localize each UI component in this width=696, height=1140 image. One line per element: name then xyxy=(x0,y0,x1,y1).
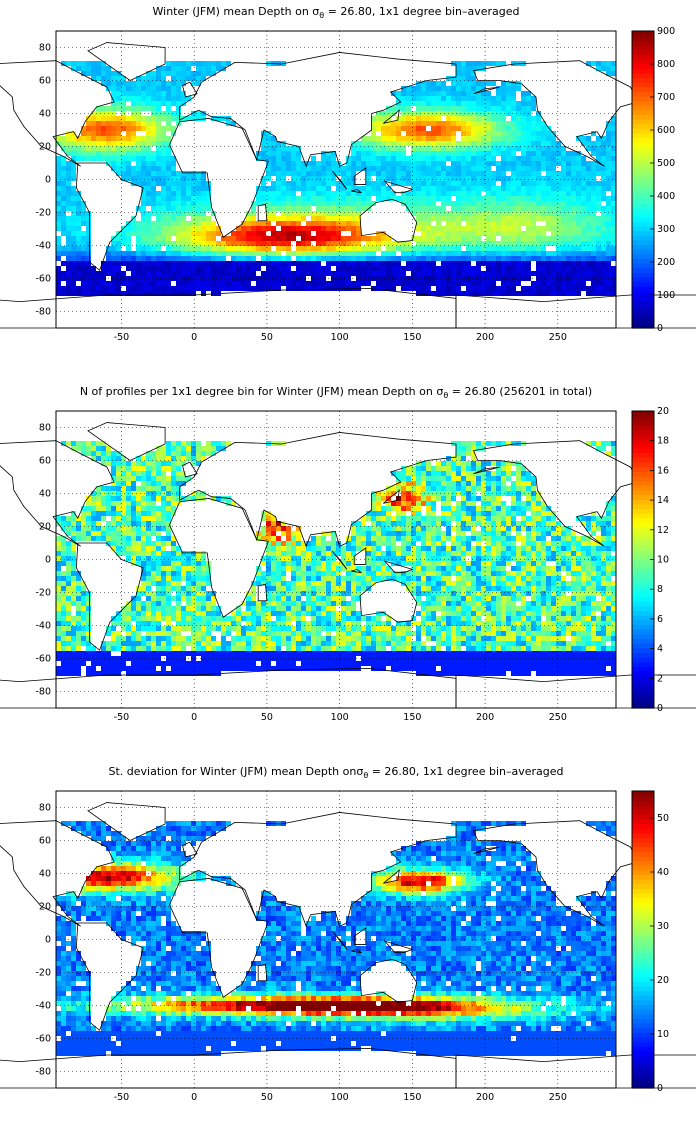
colorbar-tick-label: 20 xyxy=(657,975,669,986)
y-tick-label: 40 xyxy=(39,489,51,500)
colorbar-tick-label: 0 xyxy=(657,1083,663,1094)
colorbar-tick-label: 700 xyxy=(657,92,675,103)
x-tick-label: 0 xyxy=(191,712,197,723)
x-tick-label: 250 xyxy=(549,712,567,723)
y-tick-label: 0 xyxy=(45,555,51,566)
colorbar-tick-label: 0 xyxy=(657,323,663,334)
mean-depth-panel: Winter (JFM) mean Depth on σθ = 26.80, 1… xyxy=(0,0,696,380)
y-tick-label: 60 xyxy=(39,836,51,847)
y-tick-label: -40 xyxy=(35,1001,51,1012)
colorbar-tick-label: 100 xyxy=(657,290,675,301)
colorbar: 0 10 20 30 40 50 xyxy=(631,790,669,1094)
colorbar-tick-label: 8 xyxy=(657,584,663,595)
profile-count-panel: N of profiles per 1x1 degree bin for Win… xyxy=(0,380,696,760)
x-tick-label: 150 xyxy=(403,332,421,343)
colorbar-tick-label: 40 xyxy=(657,867,669,878)
y-tick-label: -40 xyxy=(35,241,51,252)
y-tick-label: 0 xyxy=(45,935,51,946)
colorbar-tick-label: 10 xyxy=(657,555,669,566)
plot-frame xyxy=(55,30,617,329)
x-tick-label: 0 xyxy=(191,332,197,343)
colorbar-tick-label: 16 xyxy=(657,465,669,476)
heatmap-cells xyxy=(56,441,616,676)
x-tick-label: 50 xyxy=(261,712,273,723)
x-tick-label: 100 xyxy=(331,712,349,723)
y-tick-label: 60 xyxy=(39,76,51,87)
y-tick-label: -20 xyxy=(35,208,51,219)
x-tick-label: 250 xyxy=(549,1092,567,1103)
profile-count-map: -50 0 50 100 150 200 250806040200-20-40-60-800… xyxy=(0,406,696,723)
colorbar-tick-label: 200 xyxy=(657,257,675,268)
y-tick-label: 40 xyxy=(39,109,51,120)
x-tick-label: -50 xyxy=(114,712,130,723)
y-tick-label: -80 xyxy=(35,687,51,698)
x-tick-label: -50 xyxy=(114,332,130,343)
y-tick-label: 60 xyxy=(39,456,51,467)
colorbar-tick-label: 50 xyxy=(657,813,669,824)
y-tick-label: 20 xyxy=(39,142,51,153)
y-tick-label: 20 xyxy=(39,522,51,533)
y-tick-label: -80 xyxy=(35,307,51,318)
x-tick-label: 100 xyxy=(331,332,349,343)
colorbar-tick-label: 900 xyxy=(657,26,675,37)
colorbar: 0 100 200 300 400 500 600 700 800 900 xyxy=(631,26,675,334)
y-tick-label: -60 xyxy=(35,274,51,285)
y-tick-label: -20 xyxy=(35,588,51,599)
colorbar-tick-label: 2 xyxy=(657,673,663,684)
mean-depth-map: -50 0 50 100 150 200 250806040200-20-40-60-800… xyxy=(0,26,696,343)
y-tick-label: 20 xyxy=(39,902,51,913)
y-tick-label: 80 xyxy=(39,803,51,814)
heatmap-cells xyxy=(56,61,616,296)
plot-frame xyxy=(55,410,617,709)
mean-depth-title: Winter (JFM) mean Depth on σθ = 26.80, 1… xyxy=(152,5,520,21)
std-dev-map: -50 0 50 100 150 200 250806040200-20-40-60-800… xyxy=(0,790,696,1103)
plot-frame xyxy=(55,790,617,1089)
colorbar-tick-label: 500 xyxy=(657,158,675,169)
colorbar-tick-label: 4 xyxy=(657,644,663,655)
colorbar-tick-label: 30 xyxy=(657,921,669,932)
y-tick-label: -60 xyxy=(35,654,51,665)
y-tick-label: 40 xyxy=(39,869,51,880)
colorbar: 0 2 4 6 8 10 12 14 16 18 20 xyxy=(631,406,669,714)
y-tick-label: -80 xyxy=(35,1067,51,1078)
colorbar-tick-label: 800 xyxy=(657,59,675,70)
y-tick-label: 80 xyxy=(39,43,51,54)
x-tick-label: 150 xyxy=(403,712,421,723)
x-tick-label: 50 xyxy=(261,1092,273,1103)
x-tick-label: 100 xyxy=(331,1092,349,1103)
std-dev-panel: St. deviation for Winter (JFM) mean Dept… xyxy=(0,760,696,1140)
y-tick-label: 0 xyxy=(45,175,51,186)
x-tick-label: 250 xyxy=(549,332,567,343)
colorbar-tick-label: 14 xyxy=(657,495,669,506)
x-tick-label: 150 xyxy=(403,1092,421,1103)
colorbar-tick-label: 18 xyxy=(657,436,669,447)
std-dev-title: St. deviation for Winter (JFM) mean Dept… xyxy=(108,765,564,781)
heatmap-cells xyxy=(56,821,616,1056)
coastlines xyxy=(0,802,696,1089)
profile-count-title: N of profiles per 1x1 degree bin for Win… xyxy=(79,385,593,401)
x-tick-label: 50 xyxy=(261,332,273,343)
colorbar-tick-label: 6 xyxy=(657,614,663,625)
colorbar-tick-label: 400 xyxy=(657,191,675,202)
x-tick-label: 200 xyxy=(476,712,494,723)
x-tick-label: -50 xyxy=(114,1092,130,1103)
colorbar-tick-label: 20 xyxy=(657,406,669,417)
y-tick-label: 80 xyxy=(39,423,51,434)
x-tick-label: 0 xyxy=(191,1092,197,1103)
x-tick-label: 200 xyxy=(476,1092,494,1103)
colorbar-tick-label: 0 xyxy=(657,703,663,714)
colorbar-tick-label: 12 xyxy=(657,525,669,536)
y-tick-label: -20 xyxy=(35,968,51,979)
colorbar-tick-label: 300 xyxy=(657,224,675,235)
colorbar-tick-label: 600 xyxy=(657,125,675,136)
y-tick-label: -60 xyxy=(35,1034,51,1045)
colorbar-tick-label: 10 xyxy=(657,1029,669,1040)
x-tick-label: 200 xyxy=(476,332,494,343)
y-tick-label: -40 xyxy=(35,621,51,632)
